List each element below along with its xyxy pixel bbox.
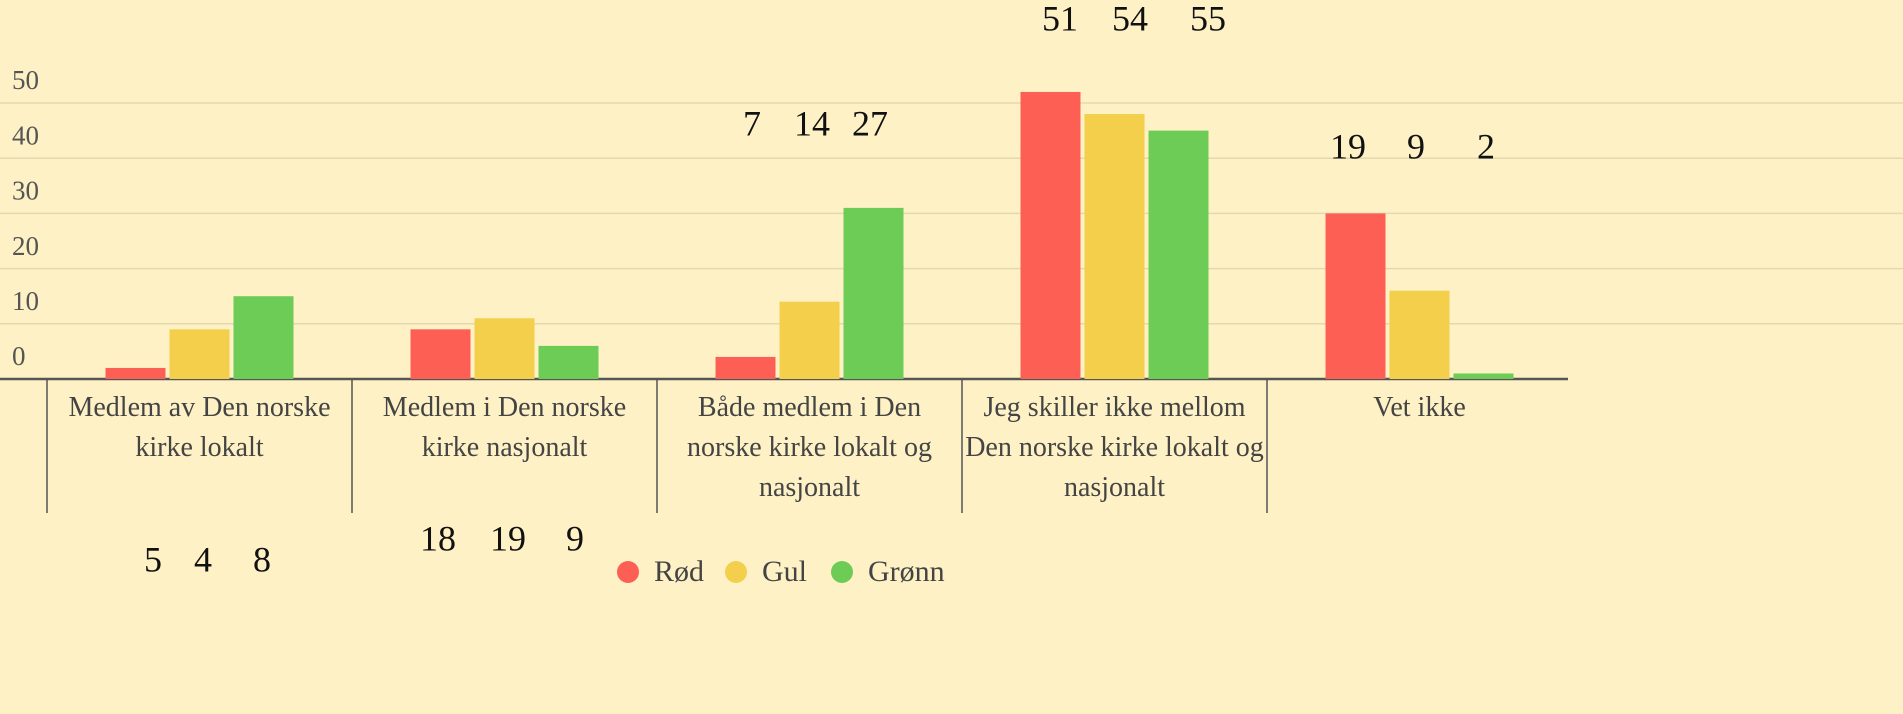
bar	[1325, 213, 1386, 379]
y-tick-label: 10	[12, 286, 39, 316]
bar	[1084, 114, 1145, 379]
bar	[1148, 130, 1209, 379]
data-label: 2	[1477, 126, 1495, 166]
legend-marker	[725, 561, 747, 583]
bar	[538, 345, 599, 379]
legend-label: Gul	[762, 555, 807, 588]
x-tick-label: Jeg skiller ikke mellom Den norske kirke…	[965, 392, 1264, 503]
y-tick-label: 30	[12, 176, 39, 206]
data-label: 51	[1042, 0, 1078, 38]
bar	[474, 318, 535, 379]
bar	[843, 207, 904, 379]
x-tick-label: Medlem i Den norske kirke nasjonalt	[382, 392, 627, 463]
y-tick-label: 40	[12, 120, 39, 150]
x-tick-label: Både medlem i Den norske kirke lokalt og…	[687, 392, 932, 503]
bar	[105, 367, 166, 379]
data-label: 9	[566, 518, 584, 558]
data-label: 55	[1190, 0, 1226, 38]
data-label: 7	[743, 103, 761, 143]
y-tick-label: 50	[12, 65, 39, 95]
x-tick-label: Medlem av Den norske kirke lokalt	[68, 392, 331, 463]
data-label: 27	[852, 103, 888, 143]
bar	[715, 356, 776, 379]
data-label: 9	[1407, 126, 1425, 166]
data-label: 5	[144, 539, 162, 579]
bar	[1389, 290, 1450, 379]
data-label: 18	[420, 518, 456, 558]
legend-marker	[617, 561, 639, 583]
legend-label: Rød	[654, 555, 704, 588]
bar	[410, 329, 471, 379]
legend-marker	[831, 561, 853, 583]
legend-label: Grønn	[868, 555, 945, 588]
data-label: 14	[794, 103, 830, 143]
bar	[1020, 91, 1081, 380]
x-tick-label: Vet ikke	[1373, 392, 1466, 423]
data-label: 54	[1112, 0, 1148, 38]
y-tick-label: 20	[12, 231, 39, 261]
bar	[169, 329, 230, 379]
bar	[779, 301, 840, 379]
bar	[1453, 373, 1514, 379]
data-label: 19	[1330, 126, 1366, 166]
y-tick-label: 0	[12, 341, 26, 371]
bar	[233, 296, 294, 379]
data-label: 19	[490, 518, 526, 558]
data-label: 8	[253, 539, 271, 579]
data-label: 4	[194, 539, 212, 579]
